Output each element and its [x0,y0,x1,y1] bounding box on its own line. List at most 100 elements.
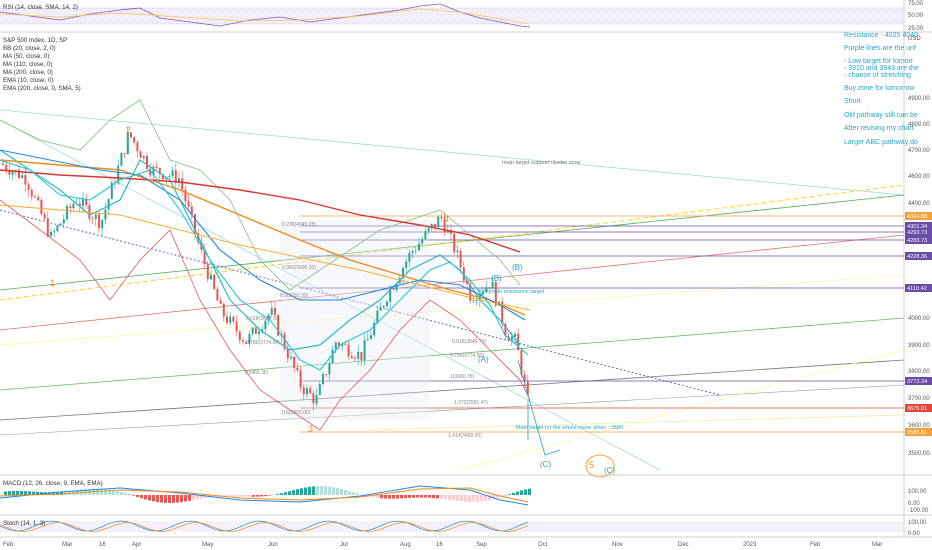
macd-bar [12,490,15,495]
macd-bar [296,489,299,495]
candle [360,351,363,367]
macd-bar [336,488,339,495]
candle [139,150,142,158]
note-7: Old pathway still can be [844,112,918,119]
macd-bar [424,495,427,498]
candle [158,167,161,181]
rsi-legend[interactable]: RSI (14, close, SMA, 14, 2) [3,4,78,11]
macd-bar [464,495,467,502]
svg-text:3585.51: 3585.51 [907,430,927,436]
macd-bar [520,490,523,495]
macd-bar [124,493,127,495]
price-badge: 4283.73 [905,236,932,244]
indicator-legend-6[interactable]: EMA (200, close, 0, SMA, 5) [3,85,81,92]
indicator-legend-4[interactable]: MA (200, close, 0) [3,69,53,76]
candle [453,231,456,256]
trend-line-5 [0,359,905,421]
candle [264,318,267,335]
macd-bar [284,492,287,495]
indicator-legend-0[interactable]: S&P 500 Index, 1D, SP [3,37,67,44]
macd-bar [200,495,203,499]
macd-bar [452,495,455,501]
time-tick: Mar [872,542,882,548]
macd-bar [260,495,263,497]
price-badge: 4293.73 [905,228,932,236]
macd-bar [48,492,51,495]
indicator-legend-3[interactable]: MA (110, close, 0) [3,61,52,68]
wave-letter-4: (C) [604,466,615,475]
candle [107,198,110,216]
macd-bar [120,492,123,495]
candle [306,384,308,399]
resistance-target-label: First main resistance target [478,289,545,295]
macd-legend[interactable]: MACD (12, 26, close, 9, EMA, EMA) [3,480,103,487]
candle [418,237,420,252]
moving-averages [0,99,615,478]
macd-bar [528,488,531,495]
candle [427,227,430,235]
candle [366,332,369,341]
indicator-legend-5[interactable]: EMA (10, close, 0) [3,77,54,84]
ema10-line [0,159,529,371]
candle [386,299,388,310]
candle [229,312,232,326]
support-cluster-label: main target support cluster zone [502,160,581,166]
macd-bar [188,495,191,501]
macd-bar [476,495,479,502]
candle [440,213,443,222]
trend-line-3 [0,234,905,331]
candle [338,340,340,350]
time-tick: May [202,542,213,548]
macd-bar [348,491,351,495]
stoch-legend[interactable]: Stoch (14, 1, 3) [3,520,45,527]
macd-bar [264,495,267,497]
macd-bar [340,488,343,495]
macd-bar [392,495,395,499]
wave5-circle [585,454,615,478]
price-tick: 4400.00 [908,201,930,207]
stoch-d-line [0,522,529,532]
price-badge: 3773.34 [905,377,932,385]
trend-line-4 [0,317,905,391]
macd-bar [268,495,271,496]
macd-bar [184,495,187,502]
indicator-legend-2[interactable]: MA (50, close, 0) [3,53,49,60]
macd-bar [164,495,167,503]
candle [245,341,248,345]
macd-bar [288,491,291,495]
fib-label-0: 0.236(4045.28) [282,222,316,228]
time-tick: Dec [678,542,689,548]
macd-bar [444,495,447,500]
time-tick: Apr [132,542,141,548]
macd-tick: 0.00 [908,501,920,507]
macd-bar [480,495,483,502]
candle [421,236,424,246]
candle [190,201,193,221]
candle [91,215,94,225]
candle [235,314,238,336]
candle [62,214,65,229]
price-tick: 3800.00 [908,369,930,375]
macd-bar [492,495,495,499]
candle [488,287,491,295]
macd-bar [292,490,295,495]
macd-bar [156,495,159,503]
time-tick: Jun [268,542,278,548]
price-badge: 3675.01 [905,404,932,412]
wave-label-2: 2 [126,125,131,135]
price-badge: 4110.42 [905,284,932,292]
macd-bar [436,495,439,499]
fib-label-6: 0.5(3900.00) [282,410,311,416]
price-tick: 4900.00 [908,96,930,102]
price-tick: 4700.00 [908,148,930,154]
price-tick: 4000.00 [908,316,930,322]
candle [222,302,225,322]
candle [312,390,315,411]
time-tick: Nov [612,542,623,548]
note-4: - chance of stretching [844,72,911,79]
candle [405,257,408,275]
candle [414,245,417,255]
indicator-legend-1[interactable]: BB (20, close, 2, 0) [3,45,56,52]
candle [238,330,241,344]
